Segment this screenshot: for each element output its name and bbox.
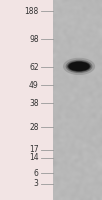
Text: 14: 14 (29, 154, 39, 162)
Text: 49: 49 (29, 81, 39, 90)
FancyBboxPatch shape (0, 0, 53, 200)
Ellipse shape (66, 60, 92, 73)
Text: 28: 28 (29, 122, 39, 132)
Text: 188: 188 (24, 6, 39, 16)
Text: 38: 38 (29, 98, 39, 108)
Text: 17: 17 (29, 146, 39, 154)
Ellipse shape (68, 62, 90, 71)
Text: 98: 98 (29, 34, 39, 44)
Text: 62: 62 (29, 62, 39, 72)
Ellipse shape (63, 58, 95, 75)
Ellipse shape (67, 61, 91, 72)
FancyBboxPatch shape (53, 0, 102, 200)
Text: 6: 6 (34, 168, 39, 178)
Text: 3: 3 (34, 180, 39, 188)
